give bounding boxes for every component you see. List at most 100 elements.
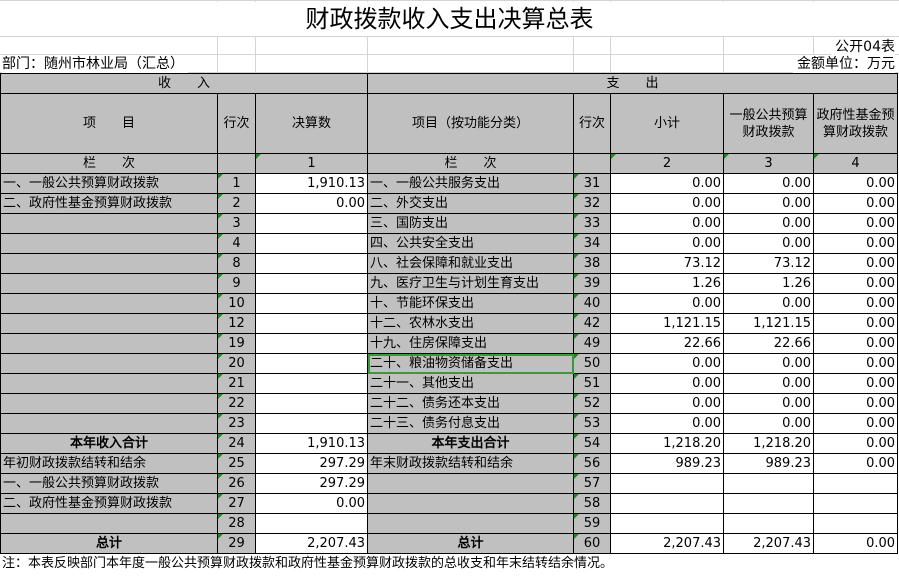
expense-row-no-cell[interactable]: 50: [573, 353, 612, 374]
general-budget-cell[interactable]: [723, 493, 815, 514]
general-budget-cell[interactable]: 0.00: [723, 393, 815, 414]
gov-fund-cell[interactable]: 0.00: [813, 433, 899, 454]
gov-fund-cell[interactable]: 0.00: [813, 273, 899, 294]
expense-item-cell[interactable]: 二十三、债务付息支出: [367, 413, 575, 434]
income-item-cell[interactable]: [0, 253, 218, 274]
gov-fund-cell[interactable]: 0.00: [813, 533, 899, 554]
item-header[interactable]: 项 目: [0, 93, 218, 154]
income-amount-cell[interactable]: 0.00: [254, 193, 369, 214]
income-row-no-cell[interactable]: 3: [217, 213, 256, 234]
subtotal-cell[interactable]: 22.66: [610, 333, 725, 354]
general-budget-cell[interactable]: 1,121.15: [723, 313, 815, 334]
expense-item-cell[interactable]: 三、国防支出: [367, 213, 575, 234]
expense-item-cell[interactable]: 本年支出合计: [367, 433, 575, 454]
income-item-cell[interactable]: 二、政府性基金预算财政拨款: [0, 193, 218, 214]
income-amount-cell[interactable]: [254, 353, 369, 374]
income-item-cell[interactable]: [0, 313, 218, 334]
gov-fund-cell[interactable]: 0.00: [813, 333, 899, 354]
expense-item-cell[interactable]: [367, 493, 575, 514]
exp-col-index-blank[interactable]: [573, 153, 612, 174]
subtotal-cell[interactable]: [610, 513, 725, 534]
subtotal-cell[interactable]: 0.00: [610, 413, 725, 434]
expense-row-no-cell[interactable]: 34: [573, 233, 612, 254]
income-row-no-cell[interactable]: 1: [217, 173, 256, 194]
income-row-no-cell[interactable]: 9: [217, 273, 256, 294]
income-row-no-cell[interactable]: 2: [217, 193, 256, 214]
col-index-label[interactable]: 栏 次: [0, 153, 218, 174]
income-amount-cell[interactable]: 2,207.43: [254, 533, 369, 554]
expense-row-no-header[interactable]: 行次: [573, 93, 612, 154]
general-budget-cell[interactable]: 0.00: [723, 213, 815, 234]
expense-item-cell[interactable]: 一、一般公共服务支出: [367, 173, 575, 194]
gov-fund-cell[interactable]: 0.00: [813, 413, 899, 434]
gov-fund-cell[interactable]: 0.00: [813, 253, 899, 274]
subtotal-cell[interactable]: 1.26: [610, 273, 725, 294]
col-index-1[interactable]: 1: [254, 153, 369, 174]
general-budget-cell[interactable]: 0.00: [723, 353, 815, 374]
expense-item-cell[interactable]: 十、节能环保支出: [367, 293, 575, 314]
income-row-no-cell[interactable]: 21: [217, 373, 256, 394]
gov-fund-cell[interactable]: 0.00: [813, 213, 899, 234]
expense-row-no-cell[interactable]: 60: [573, 533, 612, 554]
income-item-cell[interactable]: 年初财政拨款结转和结余: [0, 453, 218, 474]
income-amount-cell[interactable]: 297.29: [254, 453, 369, 474]
subtotal-cell[interactable]: 1,121.15: [610, 313, 725, 334]
income-amount-cell[interactable]: [254, 513, 369, 534]
row-no-header[interactable]: 行次: [217, 93, 256, 154]
income-row-no-cell[interactable]: 10: [217, 293, 256, 314]
income-row-no-cell[interactable]: 24: [217, 433, 256, 454]
income-item-cell[interactable]: 本年收入合计: [0, 433, 218, 454]
income-amount-cell[interactable]: 1,910.13: [254, 433, 369, 454]
income-amount-cell[interactable]: [254, 293, 369, 314]
income-amount-cell[interactable]: [254, 253, 369, 274]
gov-fund-cell[interactable]: 0.00: [813, 393, 899, 414]
income-row-no-cell[interactable]: 4: [217, 233, 256, 254]
income-item-cell[interactable]: 一、一般公共预算财政拨款: [0, 173, 218, 194]
general-budget-cell[interactable]: 0.00: [723, 413, 815, 434]
income-row-no-cell[interactable]: 22: [217, 393, 256, 414]
expense-item-cell[interactable]: 二十一、其他支出: [367, 373, 575, 394]
gov-fund-cell[interactable]: [813, 473, 899, 494]
general-budget-cell[interactable]: 1,218.20: [723, 433, 815, 454]
income-item-cell[interactable]: [0, 293, 218, 314]
subtotal-cell[interactable]: 1,218.20: [610, 433, 725, 454]
income-amount-cell[interactable]: [254, 273, 369, 294]
gov-fund-cell[interactable]: 0.00: [813, 173, 899, 194]
col-index-2[interactable]: 2: [610, 153, 725, 174]
expense-item-cell[interactable]: [367, 473, 575, 494]
income-amount-cell[interactable]: [254, 313, 369, 334]
gov-fund-cell[interactable]: 0.00: [813, 373, 899, 394]
income-row-no-cell[interactable]: 23: [217, 413, 256, 434]
expense-item-cell[interactable]: 二十、粮油物资储备支出: [367, 353, 575, 374]
expense-item-cell[interactable]: [367, 513, 575, 534]
general-budget-cell[interactable]: [723, 473, 815, 494]
income-row-no-cell[interactable]: 8: [217, 253, 256, 274]
col-index-4[interactable]: 4: [813, 153, 899, 174]
gov-fund-header[interactable]: 政府性基金预算财政拨款: [813, 93, 899, 154]
subtotal-cell[interactable]: 2,207.43: [610, 533, 725, 554]
expense-item-cell[interactable]: 十九、住房保障支出: [367, 333, 575, 354]
expense-row-no-cell[interactable]: 52: [573, 393, 612, 414]
income-item-cell[interactable]: [0, 413, 218, 434]
gov-fund-cell[interactable]: 0.00: [813, 453, 899, 474]
income-row-no-cell[interactable]: 12: [217, 313, 256, 334]
gov-fund-cell[interactable]: [813, 513, 899, 534]
income-amount-cell[interactable]: [254, 213, 369, 234]
expense-row-no-cell[interactable]: 33: [573, 213, 612, 234]
expense-item-cell[interactable]: 九、医疗卫生与计划生育支出: [367, 273, 575, 294]
expense-row-no-cell[interactable]: 42: [573, 313, 612, 334]
general-budget-cell[interactable]: [723, 513, 815, 534]
gov-fund-cell[interactable]: 0.00: [813, 193, 899, 214]
expense-row-no-cell[interactable]: 31: [573, 173, 612, 194]
general-budget-cell[interactable]: 22.66: [723, 333, 815, 354]
expense-row-no-cell[interactable]: 38: [573, 253, 612, 274]
subtotal-cell[interactable]: 0.00: [610, 393, 725, 414]
income-item-cell[interactable]: [0, 393, 218, 414]
income-row-no-cell[interactable]: 29: [217, 533, 256, 554]
income-item-cell[interactable]: [0, 353, 218, 374]
expense-header[interactable]: 支 出: [367, 73, 899, 94]
final-amount-header[interactable]: 决算数: [254, 93, 369, 154]
expense-item-cell[interactable]: 二十二、债务还本支出: [367, 393, 575, 414]
general-budget-cell[interactable]: 0.00: [723, 293, 815, 314]
general-budget-cell[interactable]: 73.12: [723, 253, 815, 274]
